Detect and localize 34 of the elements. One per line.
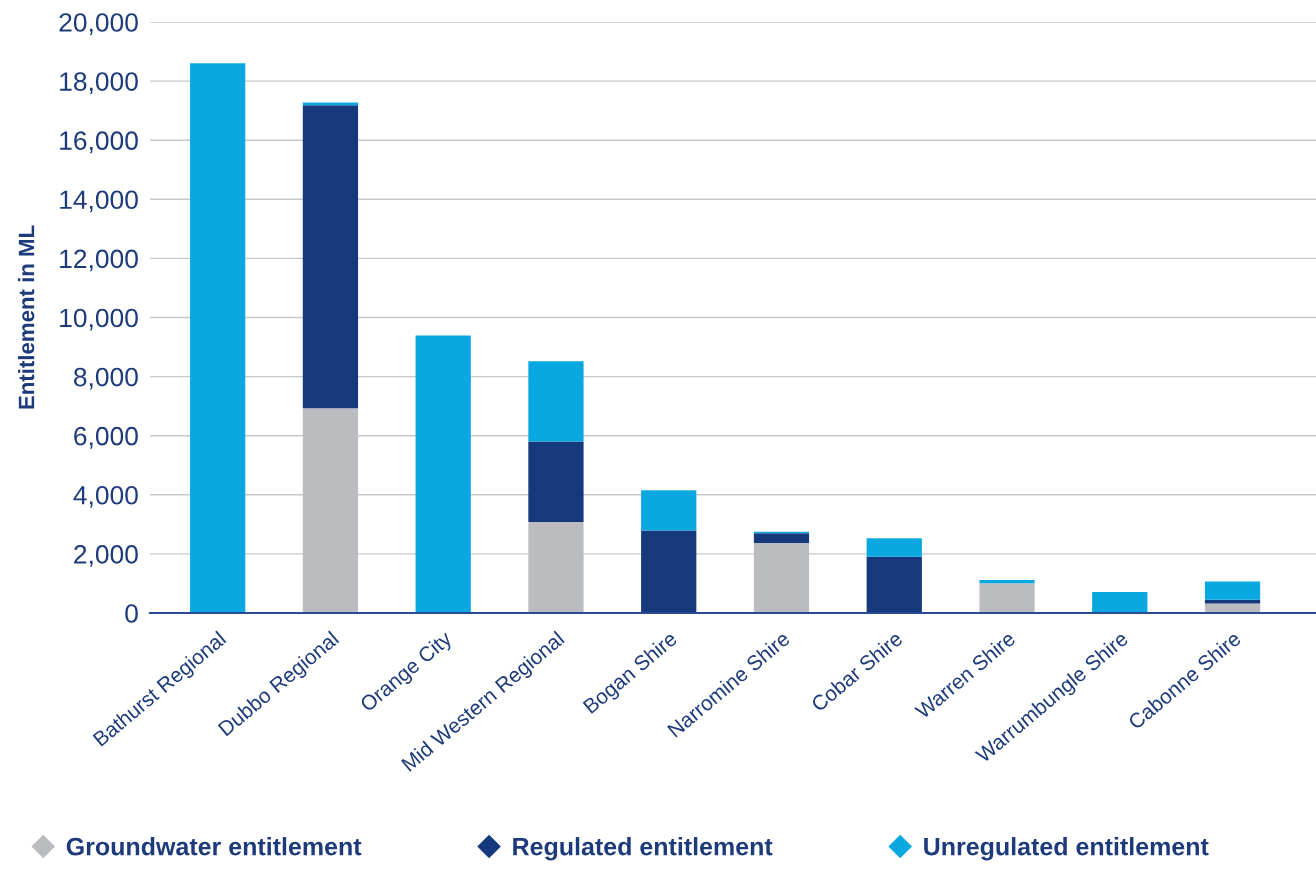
bar xyxy=(641,530,697,613)
bar xyxy=(302,102,359,106)
bar xyxy=(753,542,810,613)
y-tick-label: 18,000 xyxy=(60,72,138,95)
bar xyxy=(302,408,359,613)
y-tick-label: 14,000 xyxy=(60,190,138,213)
bar xyxy=(190,63,246,613)
y-tick-label: 8,000 xyxy=(74,367,138,390)
bar xyxy=(979,583,1035,613)
bar xyxy=(528,521,584,613)
bar xyxy=(528,441,584,522)
y-axis-title: Entitlement in ML xyxy=(18,225,35,409)
y-tick-label: 20,000 xyxy=(59,13,138,35)
bar xyxy=(641,490,697,531)
y-tick-label: 0 xyxy=(125,604,138,623)
bar xyxy=(1204,581,1261,600)
bar xyxy=(302,105,359,409)
y-tick-label: 10,000 xyxy=(60,308,138,331)
bar xyxy=(866,538,922,557)
legend-label: Unregulated entitlement xyxy=(924,837,1209,861)
y-tick-label: 6,000 xyxy=(74,426,138,449)
y-tick-label: 2,000 xyxy=(74,545,138,567)
bar xyxy=(528,361,584,442)
bar xyxy=(753,533,810,543)
bar xyxy=(979,579,1035,584)
bar xyxy=(415,335,471,613)
y-tick-label: 16,000 xyxy=(60,131,138,154)
y-tick-label: 12,000 xyxy=(60,249,138,272)
bar xyxy=(866,556,922,613)
y-tick-label: 4,000 xyxy=(73,485,138,508)
legend-label: Groundwater entitlement xyxy=(66,837,362,856)
bar xyxy=(1204,599,1261,604)
bar xyxy=(1092,592,1148,613)
legend-label: Regulated entitlement xyxy=(513,837,773,861)
